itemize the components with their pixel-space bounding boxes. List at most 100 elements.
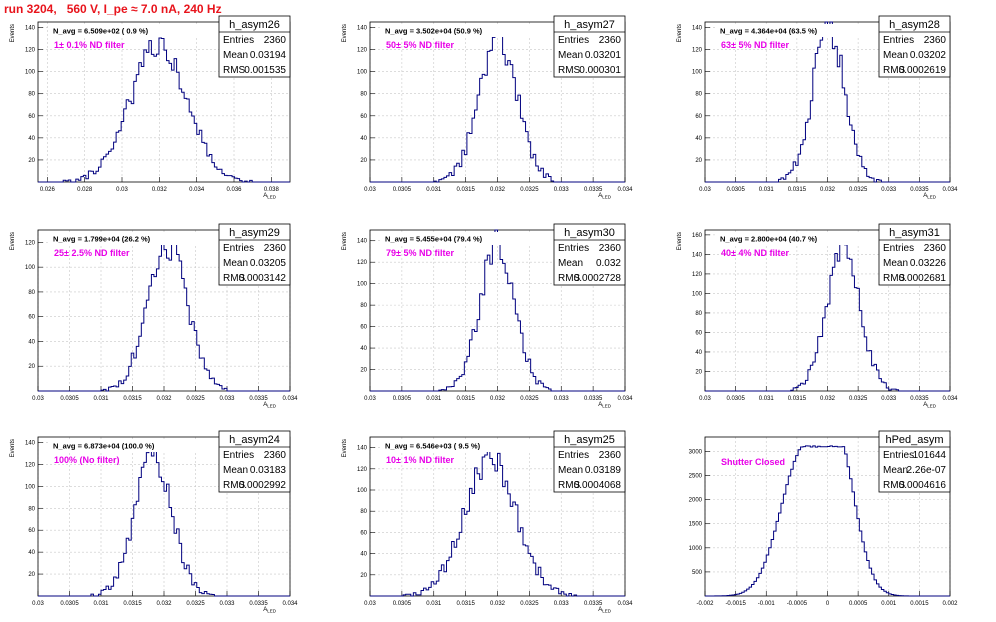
filter-annotation: 1± 0.1% ND filter [54, 40, 125, 50]
histogram-line [370, 229, 625, 392]
y-tick-label: 40 [695, 136, 702, 142]
navg-box [382, 232, 558, 245]
stats-title: hPed_asym [885, 434, 943, 446]
histogram-panel-h_asym24: 0.03 0.0305 0.031 0.0315 0.032 0.0325 0.033 0.0… [10, 430, 298, 614]
histogram-panel-h_asym26: 0.026 0.028 0.03 0.032 0.034 0.036 0.038 20 40 60… [10, 15, 291, 200]
navg-label: N_avg = 1.799e+04 (26.2 %) [53, 235, 151, 244]
stats-key: Entries [883, 35, 914, 46]
x-tick-label: 0.0325 [520, 396, 539, 402]
stats-key: Mean [883, 50, 908, 61]
x-tick-label: 0.0335 [584, 396, 603, 402]
y-tick-label: 120 [25, 240, 36, 246]
stats-title: h_asym28 [889, 19, 940, 31]
x-tick-label: 0.031 [93, 396, 109, 402]
stats-value: 0.0002728 [574, 273, 622, 284]
x-tick-label: 0.032 [490, 396, 506, 402]
x-tick-label: 0.033 [219, 601, 235, 607]
stats-key: RMS [883, 480, 906, 491]
y-axis-title: Events [677, 232, 683, 250]
histogram-panel-h_asym29: 0.03 0.0305 0.031 0.0315 0.032 0.0325 0.033 0.0… [10, 223, 298, 409]
stats-box [878, 15, 951, 78]
stats-title: h_asym25 [564, 434, 615, 446]
x-tick-label: 0.034 [189, 187, 205, 193]
stats-value: 2.26e-07 [907, 465, 947, 476]
filter-annotation: 25± 2.5% ND filter [54, 248, 130, 258]
histogram-line [38, 37, 290, 183]
navg-label: N_avg = 5.455e+04 (79.4 %) [385, 235, 483, 244]
x-tick-label: 0.03 [364, 601, 376, 607]
x-tick-label: 0.0305 [393, 396, 412, 402]
y-tick-label: 20 [28, 364, 35, 370]
stats-key: RMS [223, 273, 246, 284]
x-tick-label: 0.0315 [123, 396, 142, 402]
y-tick-label: 60 [360, 325, 367, 331]
x-tick-label: 0.0325 [186, 601, 205, 607]
stats-value: 0.000301 [579, 65, 621, 76]
navg-box [50, 439, 226, 452]
y-tick-label: 80 [360, 92, 367, 98]
stats-key: RMS [558, 65, 581, 76]
x-axis-title: ALED [598, 402, 612, 409]
stats-key: RMS [558, 273, 581, 284]
y-tick-label: 60 [695, 330, 702, 336]
plot-frame [37, 21, 291, 183]
y-axis-title: Events [10, 439, 16, 457]
y-tick-label: 60 [695, 114, 702, 120]
x-tick-label: 0.0335 [910, 187, 929, 193]
stats-title: h_asym27 [564, 19, 615, 31]
filter-annotation: 79± 5% ND filter [386, 248, 454, 258]
x-tick-label: 0.0335 [249, 601, 268, 607]
x-axis-title: ALED [263, 607, 277, 614]
x-tick-label: 0.0305 [60, 396, 79, 402]
stats-key: Entries [223, 35, 254, 46]
y-tick-label: 2000 [689, 498, 703, 504]
y-tick-label: 100 [357, 488, 368, 494]
y-tick-label: 40 [28, 550, 35, 556]
x-axis-title: ALED [598, 607, 612, 614]
y-tick-label: 120 [357, 260, 368, 266]
x-tick-label: 0.036 [226, 187, 242, 193]
x-tick-label: 0.033 [554, 187, 570, 193]
y-axis-title: Events [342, 24, 348, 42]
stats-box [878, 430, 951, 493]
histogram-panel-h_asym25: 0.03 0.0305 0.031 0.0315 0.032 0.0325 0.033 0.0… [342, 430, 633, 614]
y-tick-label: 120 [692, 48, 703, 54]
x-tick-label: 0.0005 [849, 601, 868, 607]
stats-key: Mean [558, 258, 583, 269]
x-tick-label: 0.0315 [456, 396, 475, 402]
x-tick-label: 0.0305 [726, 396, 745, 402]
x-tick-label: 0.0335 [910, 396, 929, 402]
stats-key: RMS [883, 65, 906, 76]
x-tick-label: -0.002 [696, 601, 714, 607]
stats-value: 0.0002992 [239, 480, 287, 491]
navg-label: N_avg = 3.502e+04 (50.9 %) [385, 27, 483, 36]
x-tick-label: 0.0325 [520, 601, 539, 607]
y-tick-label: 140 [357, 446, 368, 452]
stats-title: h_asym26 [229, 19, 280, 31]
stats-key: Entries [883, 450, 914, 461]
y-axis-title: Events [10, 24, 16, 42]
stats-value: 2360 [599, 35, 622, 46]
stats-value: 0.03189 [585, 465, 622, 476]
y-axis-title: Events [342, 232, 348, 250]
filter-annotation: 40± 4% ND filter [721, 248, 789, 258]
y-tick-label: 80 [28, 92, 35, 98]
x-tick-label: 0.033 [554, 396, 570, 402]
x-tick-label: 0.031 [426, 187, 442, 193]
x-tick-label: 0.032 [490, 601, 506, 607]
x-tick-label: 0.028 [77, 187, 93, 193]
histogram-panel-hPed_asym: -0.002 -0.0015 -0.001 -0.0005 0 0.0005 0.001 0.… [689, 430, 958, 607]
x-tick-label: 0.038 [264, 187, 280, 193]
y-tick-label: 500 [692, 570, 703, 576]
stats-key: RMS [223, 65, 246, 76]
x-axis-title: ALED [263, 402, 277, 409]
stats-key: Mean [223, 50, 248, 61]
y-tick-label: 20 [360, 573, 367, 579]
x-tick-label: 0 [826, 601, 830, 607]
x-tick-label: 0.0335 [249, 396, 268, 402]
stats-value: 2360 [599, 243, 622, 254]
x-tick-label: 0.032 [156, 396, 172, 402]
y-tick-label: 40 [28, 339, 35, 345]
histogram-line [38, 446, 290, 597]
y-tick-label: 80 [695, 311, 702, 317]
